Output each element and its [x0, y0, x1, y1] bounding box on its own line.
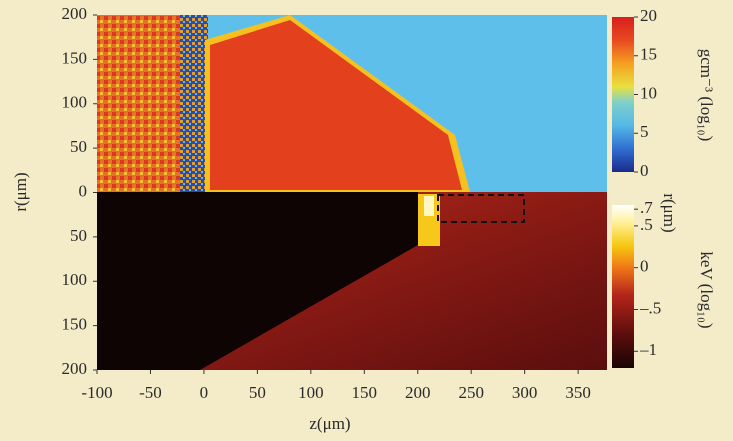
y-tick-label: 200: [62, 359, 88, 378]
colorbar-label: keV (log₁₀): [697, 251, 716, 328]
colorbar-label: gcm⁻³ (log₁₀): [697, 49, 716, 142]
x-tick-label: 250: [458, 383, 484, 402]
colorbar-tick-label: 0: [640, 257, 649, 276]
y-tick-label: 0: [79, 181, 88, 200]
colorbar-tick-label: .5: [640, 215, 653, 234]
colorbar-tick-label: 15: [640, 45, 657, 64]
colorbar-tick-label: –1: [639, 340, 657, 359]
x-tick-label: 50: [249, 383, 266, 402]
x-tick-label: 200: [405, 383, 431, 402]
colorbar-tick-label: 10: [640, 83, 657, 102]
x-axis-label: z(μm): [309, 414, 350, 433]
colorbar-tick-label: 5: [640, 122, 649, 141]
y-tick-label: 50: [70, 226, 87, 245]
colorbar-tick-label: .7: [640, 198, 653, 217]
colorbar-tick-label: –.5: [639, 298, 661, 317]
y-tick-label: 50: [70, 137, 87, 156]
x-tick-label: 150: [352, 383, 378, 402]
y-axis-label-right: r(μm): [660, 193, 679, 232]
colorbar-tick-label: 0: [640, 161, 649, 180]
y-axis-label: r(μm): [11, 172, 30, 211]
colorbar-tick-label: 20: [640, 6, 657, 25]
x-tick-label: -50: [139, 383, 162, 402]
y-tick-label: 150: [62, 48, 88, 67]
x-tick-label: 100: [298, 383, 324, 402]
y-tick-label: 150: [62, 315, 88, 334]
y-tick-label: 100: [62, 93, 88, 112]
x-tick-label: 350: [565, 383, 591, 402]
y-tick-label: 200: [62, 4, 88, 23]
x-tick-label: 0: [200, 383, 209, 402]
x-tick-label: 300: [512, 383, 538, 402]
x-tick-label: -100: [81, 383, 112, 402]
y-tick-label: 100: [62, 270, 88, 289]
heatmap-image: [97, 15, 634, 370]
